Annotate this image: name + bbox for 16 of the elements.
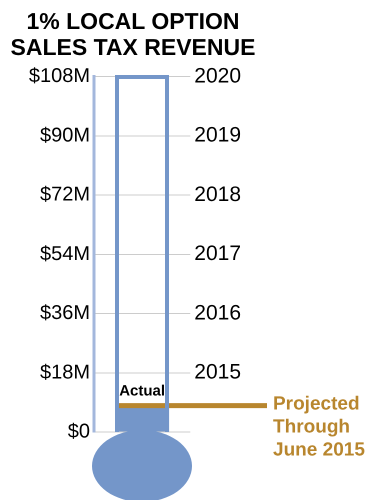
y-tick-label: $36M	[40, 302, 90, 324]
y2-tick-label: 2018	[194, 182, 241, 206]
y2-tick-label: 2017	[194, 242, 241, 266]
y-tick-label: $108M	[28, 65, 90, 88]
annotation: Actual	[119, 382, 166, 400]
chart-title: 1% LOCAL OPTION SALES TAX REVENUE	[10, 8, 256, 60]
y-tick-label: $72M	[40, 184, 90, 206]
y-tick-label: $90M	[40, 124, 90, 146]
y2-tick-label: 2020	[194, 64, 241, 88]
y2-tick-label: 2016	[194, 301, 241, 324]
y-tick-label: $0	[68, 420, 90, 443]
y2-tick-label: 2019	[194, 124, 241, 147]
y2-tick-label: 2015	[194, 360, 241, 384]
ref-line-label: Projected Through June 2015	[273, 393, 366, 460]
y-tick-label: $18M	[40, 361, 90, 384]
y-tick-label: $54M	[40, 242, 90, 265]
